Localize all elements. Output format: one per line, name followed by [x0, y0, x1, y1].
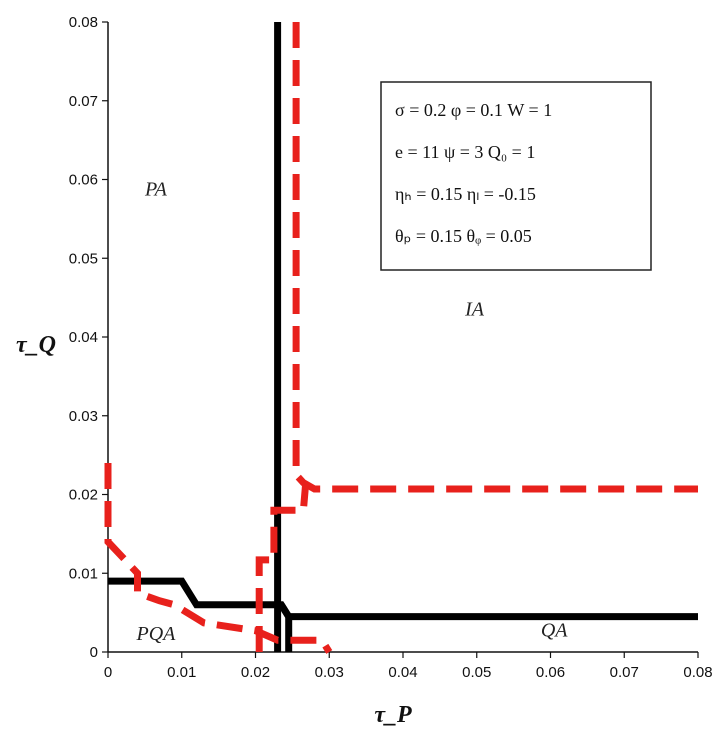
x-axis-ticks: 0 0.01 0.02 0.03 0.04 0.05 0.06 0.07 0.08	[104, 652, 713, 681]
legend-line-4: θₚ = 0.15 θᵩ = 0.05	[395, 226, 532, 246]
region-label-pqa: PQA	[135, 623, 176, 645]
region-labels: PA IA PQA QA	[135, 178, 568, 645]
legend-line-1: σ = 0.2 φ = 0.1 W = 1	[395, 100, 552, 120]
legend-border	[380, 81, 652, 271]
x-axis-label: τ_P	[374, 702, 412, 728]
y-tick-label: 0.02	[69, 487, 98, 504]
legend-line-3: ηₕ = 0.15 ηₗ = -0.15	[395, 184, 536, 204]
legend-line-2: e = 11 ψ = 3 Q₀ = 1	[395, 142, 535, 162]
x-tick-label: 0.08	[683, 664, 712, 681]
y-tick-label: 0.05	[69, 250, 98, 267]
dashed-red-boundary-2	[255, 484, 310, 652]
x-tick-label: 0.07	[610, 664, 639, 681]
dashed-red-boundary-3	[104, 463, 333, 654]
x-tick-label: 0	[104, 664, 112, 681]
x-tick-label: 0.03	[315, 664, 344, 681]
y-tick-label: 0.08	[69, 14, 98, 31]
x-tick-label: 0.01	[167, 664, 196, 681]
y-tick-label: 0	[90, 644, 98, 661]
region-label-ia: IA	[464, 299, 485, 321]
y-axis-label: τ_Q	[16, 332, 56, 358]
x-tick-label: 0.04	[388, 664, 417, 681]
solid-black-boundary-3	[278, 602, 293, 652]
y-tick-label: 0.07	[69, 93, 98, 110]
series-layer	[104, 22, 698, 654]
x-tick-label: 0.02	[241, 664, 270, 681]
parameter-legend-box: σ = 0.2 φ = 0.1 W = 1 e = 11 ψ = 3 Q₀ = …	[380, 81, 652, 271]
y-tick-label: 0.04	[69, 329, 98, 346]
y-tick-label: 0.06	[69, 172, 98, 189]
dashed-red-boundary-1	[292, 22, 698, 493]
y-tick-label: 0.03	[69, 408, 98, 425]
solid-black-boundary-2	[108, 577, 698, 621]
x-tick-label: 0.06	[536, 664, 565, 681]
y-tick-label: 0.01	[69, 565, 98, 582]
region-label-qa: QA	[541, 619, 568, 641]
x-tick-label: 0.05	[462, 664, 491, 681]
region-label-pa: PA	[144, 178, 168, 200]
y-axis-ticks: 0 0.01 0.02 0.03 0.04 0.05 0.06 0.07 0.08	[69, 14, 108, 661]
